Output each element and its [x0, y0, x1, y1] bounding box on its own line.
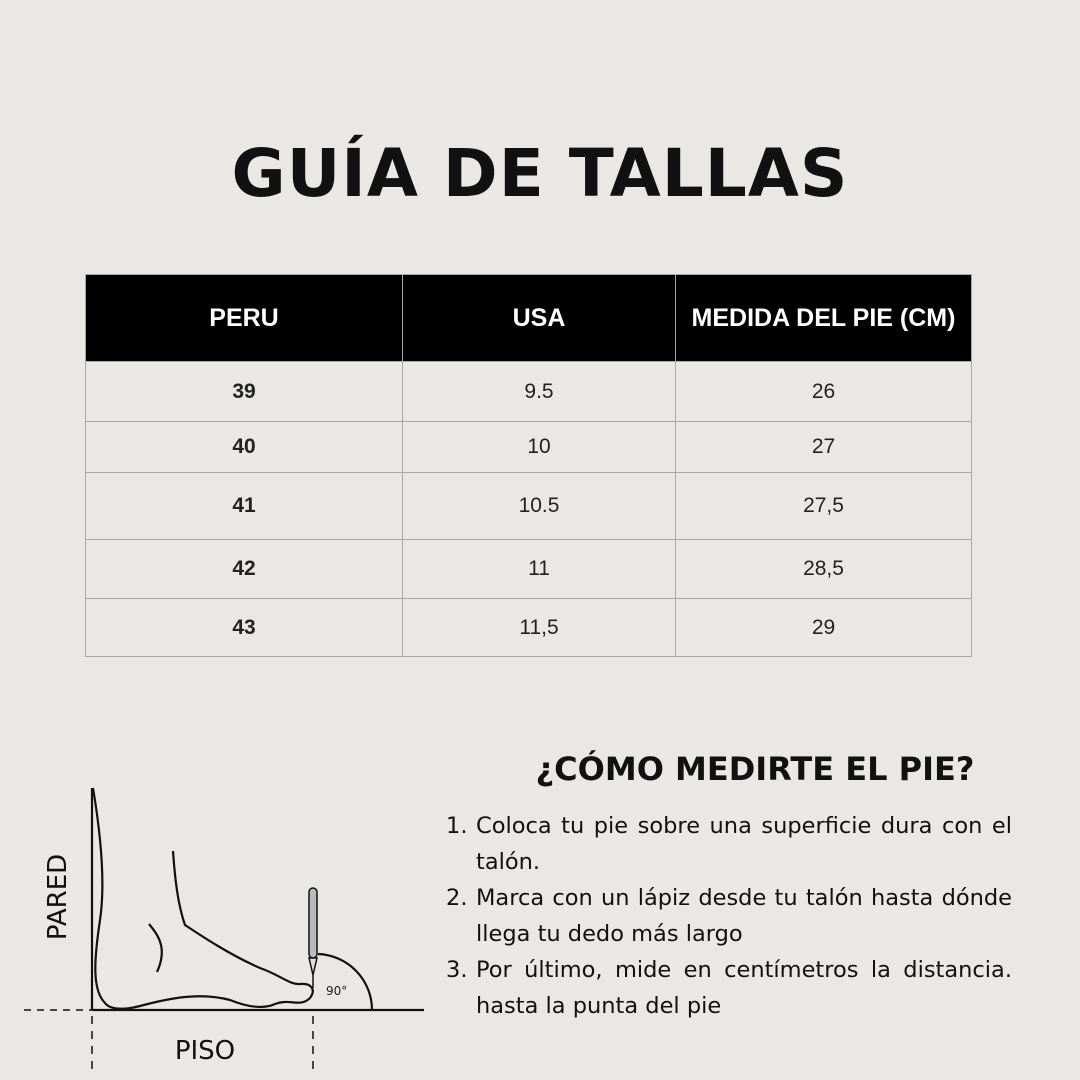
cell-cm: 29	[675, 598, 972, 657]
wall-label: PARED	[43, 854, 73, 940]
step: 3. Por último, mide en centímetros la dis…	[446, 952, 1012, 1024]
right-angle-arc	[317, 952, 374, 1011]
page-title: GUÍA DE TALLAS	[231, 135, 849, 212]
header-peru: PERU	[85, 274, 403, 362]
cell-cm: 27,5	[675, 472, 972, 540]
table-header-row: PERU USA MEDIDA DEL PIE (CM)	[85, 274, 972, 362]
cell-peru: 40	[85, 421, 403, 473]
step-number: 2.	[446, 885, 468, 911]
step-text: Marca con un lápiz desde tu talón hasta …	[476, 885, 1012, 947]
cell-usa: 11	[402, 539, 676, 599]
table-row: 41 10.5 27,5	[85, 472, 972, 540]
howto-title: ¿CÓMO MEDIRTE EL PIE?	[535, 750, 975, 788]
table-row: 43 11,5 29	[85, 598, 972, 657]
howto-steps: 1. Coloca tu pie sobre una superficie dur…	[446, 808, 1012, 1024]
cell-usa: 10	[402, 421, 676, 473]
step-number: 3.	[446, 957, 468, 983]
foot-measure-diagram: 90° PISO PARED	[24, 787, 424, 1072]
ankle-line	[148, 923, 163, 973]
cell-cm: 26	[675, 361, 972, 422]
angle-label: 90°	[326, 984, 347, 998]
cell-peru: 43	[85, 598, 403, 657]
header-usa: USA	[402, 274, 676, 362]
cell-peru: 41	[85, 472, 403, 540]
cell-usa: 10.5	[402, 472, 676, 540]
header-foot-length: MEDIDA DEL PIE (CM)	[675, 274, 972, 362]
floor-label: PISO	[175, 1036, 235, 1066]
step-text: Por último, mide en centímetros la dista…	[476, 957, 1012, 1019]
cell-peru: 42	[85, 539, 403, 599]
pencil-icon	[308, 887, 318, 988]
step: 1. Coloca tu pie sobre una superficie dur…	[446, 808, 1012, 880]
foot-outline	[91, 787, 314, 1010]
table-row: 42 11 28,5	[85, 539, 972, 599]
table-row: 40 10 27	[85, 421, 972, 473]
table-row: 39 9.5 26	[85, 361, 972, 422]
size-table: PERU USA MEDIDA DEL PIE (CM) 39 9.5 26 40 10…	[85, 274, 972, 657]
cell-usa: 9.5	[402, 361, 676, 422]
cell-peru: 39	[85, 361, 403, 422]
step: 2. Marca con un lápiz desde tu talón hast…	[446, 880, 1012, 952]
step-text: Coloca tu pie sobre una superficie dura …	[476, 813, 1012, 875]
cell-cm: 28,5	[675, 539, 972, 599]
cell-cm: 27	[675, 421, 972, 473]
step-number: 1.	[446, 813, 468, 839]
cell-usa: 11,5	[402, 598, 676, 657]
